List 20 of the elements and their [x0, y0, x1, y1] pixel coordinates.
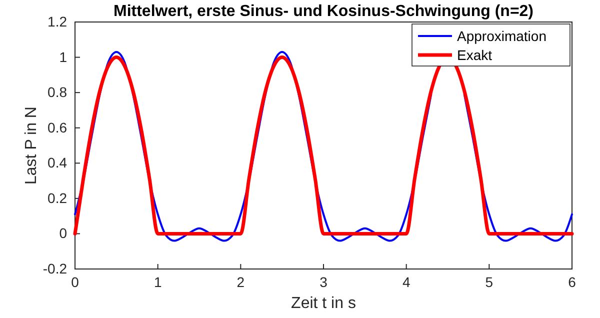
y-tick-label: 0	[59, 225, 68, 242]
y-tick-label: 0.4	[48, 154, 68, 171]
chart-title: Mittelwert, erste Sinus- und Kosinus-Schwingung (n=2)	[113, 3, 534, 20]
x-tick-label: 3	[320, 274, 328, 290]
x-axis-title: Zeit t in s	[291, 295, 356, 312]
x-tick-label: 5	[485, 274, 494, 290]
y-tick-label: 1	[59, 48, 68, 65]
y-axis-title: Last P in N	[23, 106, 40, 184]
x-tick-label: 6	[568, 274, 576, 290]
x-tick-label: 4	[402, 274, 410, 290]
legend-label: Approximation	[457, 28, 546, 44]
y-tick-label: -0.2	[42, 260, 68, 276]
x-tick-label: 2	[236, 274, 245, 290]
y-tick-label: 0.8	[48, 84, 68, 100]
y-tick-label: 0.2	[48, 190, 68, 206]
legend-label: Exakt	[457, 47, 492, 63]
y-tick-label: 0.6	[48, 119, 68, 136]
y-tick-label: 1.2	[48, 13, 68, 30]
x-tick-label: 0	[71, 274, 80, 290]
x-tick-label: 1	[154, 274, 162, 290]
